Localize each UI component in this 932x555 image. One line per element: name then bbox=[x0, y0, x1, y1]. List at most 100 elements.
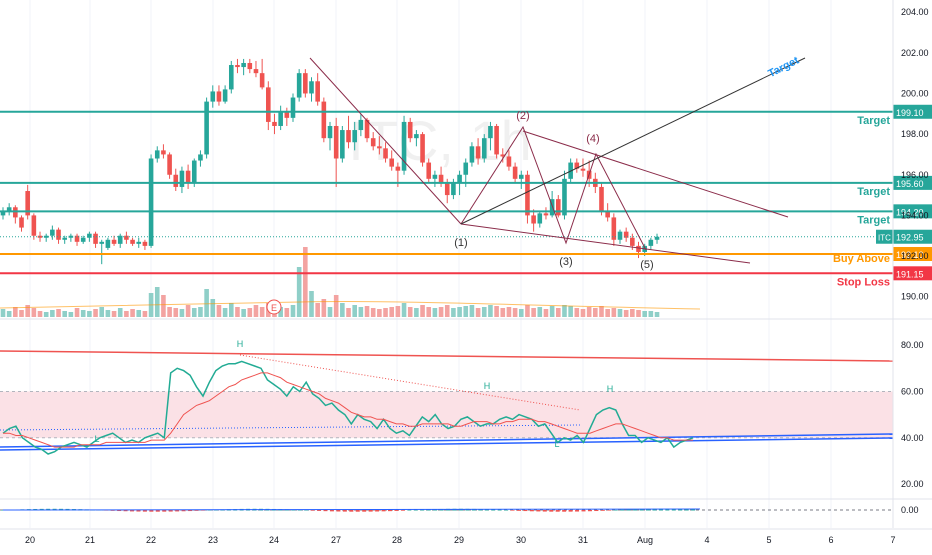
candle-body bbox=[216, 91, 222, 102]
volume-bar bbox=[358, 307, 364, 317]
macd-histogram-bar bbox=[297, 509, 302, 511]
volume-bar bbox=[327, 307, 333, 317]
macd-histogram-bar bbox=[562, 510, 567, 512]
volume-bar bbox=[383, 308, 388, 317]
macd-histogram-bar bbox=[1, 510, 5, 511]
macd-histogram-bar bbox=[388, 510, 392, 512]
wave-label: (1) bbox=[454, 237, 467, 249]
price-tick-label: 192.00 bbox=[901, 251, 929, 261]
candle-body bbox=[580, 168, 586, 171]
candle-body bbox=[266, 87, 271, 122]
candle-body bbox=[50, 229, 55, 236]
macd-histogram-bar bbox=[633, 509, 638, 511]
candle-body bbox=[654, 236, 660, 240]
macd-histogram-bar bbox=[123, 510, 128, 512]
macd-histogram-bar bbox=[658, 508, 663, 511]
volume-bar bbox=[68, 312, 74, 317]
pattern-line bbox=[309, 57, 462, 225]
volume-bar bbox=[99, 307, 105, 317]
volume-ma-line bbox=[0, 301, 701, 310]
volume-bar bbox=[457, 307, 462, 317]
candle-body bbox=[13, 207, 18, 218]
candle-body bbox=[43, 235, 49, 238]
candle-body bbox=[154, 150, 160, 159]
time-tick-label: 4 bbox=[704, 535, 709, 545]
level-price-tag bbox=[893, 266, 932, 281]
candle-body bbox=[574, 162, 580, 169]
candle-body bbox=[512, 166, 518, 179]
rsi-dotted-resistance bbox=[239, 354, 581, 411]
volume-bar bbox=[352, 305, 357, 317]
volume-bar bbox=[191, 308, 197, 317]
candle-body bbox=[599, 186, 604, 212]
price-tick-label: 204.00 bbox=[901, 7, 929, 17]
volume-bar bbox=[228, 303, 234, 317]
rsi-tick-label: 20.00 bbox=[901, 479, 924, 489]
target-trendline bbox=[460, 57, 806, 225]
candle-body bbox=[124, 235, 129, 240]
rsi-signal-line bbox=[3, 372, 694, 448]
volume-bar bbox=[500, 308, 506, 317]
candle-body bbox=[130, 239, 135, 244]
candle-body bbox=[228, 65, 234, 90]
candle-body bbox=[148, 158, 154, 246]
level-price-tag bbox=[893, 104, 932, 119]
volume-bar bbox=[278, 307, 283, 317]
horizontal-levels: 199.10 Target 195.60 Target 194.20 Target 192.… bbox=[0, 104, 932, 288]
candle-body bbox=[241, 62, 246, 68]
time-tick-label: 27 bbox=[331, 535, 341, 545]
macd-histogram-bar bbox=[181, 510, 186, 512]
macd-histogram-bar bbox=[510, 510, 515, 511]
candle-body bbox=[167, 154, 172, 175]
rsi-trendline-bottom bbox=[0, 433, 894, 448]
volume-bar bbox=[19, 310, 24, 317]
candle-body bbox=[253, 69, 259, 74]
volume-bar bbox=[401, 303, 407, 317]
candle-body bbox=[87, 233, 92, 238]
rsi-pivot-label: L bbox=[94, 434, 99, 444]
volume-bar bbox=[463, 306, 469, 317]
macd-histogram-bar bbox=[168, 510, 173, 512]
volume-bar bbox=[395, 306, 401, 317]
volume-bar bbox=[568, 306, 573, 317]
candle-body bbox=[80, 237, 86, 242]
volume-bar bbox=[562, 305, 567, 317]
volume-bar bbox=[43, 312, 49, 317]
macd-histogram-bar bbox=[342, 510, 347, 512]
macd-histogram-bar bbox=[684, 509, 689, 511]
candle-body bbox=[198, 154, 203, 161]
wave-zigzag bbox=[460, 125, 647, 251]
macd-histogram-bar bbox=[142, 510, 147, 512]
volume-bar bbox=[130, 309, 135, 317]
macd-histogram-bar bbox=[575, 510, 580, 512]
candle-body bbox=[469, 146, 475, 163]
candle-body bbox=[136, 241, 142, 244]
volume-bar bbox=[636, 310, 641, 317]
macd-histogram-bar bbox=[407, 509, 412, 511]
macd-histogram-bar bbox=[355, 510, 360, 512]
volume-bar bbox=[6, 311, 12, 317]
volume-bar bbox=[37, 311, 43, 317]
macd-histogram-bar bbox=[504, 509, 509, 511]
volume-bar bbox=[630, 309, 635, 317]
level-annotation: Target bbox=[857, 186, 890, 198]
candle-body bbox=[500, 154, 506, 157]
candle-body bbox=[99, 241, 105, 244]
volume-bar bbox=[426, 307, 432, 317]
candle-body bbox=[444, 182, 450, 196]
macd-histogram-bar bbox=[542, 510, 547, 512]
volume-bar bbox=[303, 247, 308, 317]
candle-body bbox=[636, 245, 641, 252]
candle-body bbox=[420, 134, 425, 163]
volume-bar bbox=[414, 308, 419, 317]
macd-histogram-bar bbox=[304, 509, 309, 511]
candle-body bbox=[605, 211, 610, 218]
volume-bar bbox=[142, 311, 148, 317]
candle-body bbox=[117, 235, 123, 244]
macd-histogram-bar bbox=[130, 510, 134, 512]
level-price-label: 195.60 bbox=[896, 179, 924, 189]
upper-trendline bbox=[522, 130, 789, 218]
volume-bar bbox=[549, 306, 555, 317]
